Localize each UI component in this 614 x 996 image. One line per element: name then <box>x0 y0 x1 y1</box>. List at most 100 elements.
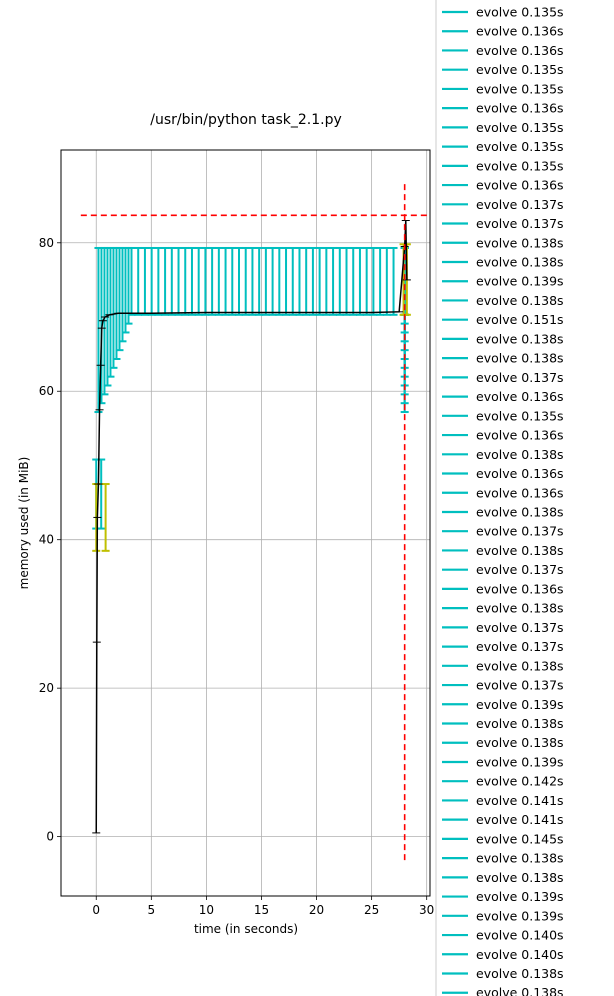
legend-item: evolve 0.140s <box>442 947 564 962</box>
memory-line <box>95 220 408 833</box>
legend-label: evolve 0.136s <box>476 178 564 193</box>
legend-label: evolve 0.135s <box>476 62 564 77</box>
peak-memory-marker <box>80 184 428 863</box>
x-tick-label: 0 <box>92 903 100 917</box>
legend-label: evolve 0.136s <box>476 43 564 58</box>
legend-item: evolve 0.145s <box>442 831 564 846</box>
legend-item: evolve 0.138s <box>442 735 564 750</box>
legend-label: evolve 0.136s <box>476 101 564 116</box>
legend-item: evolve 0.140s <box>442 928 564 943</box>
legend-label: evolve 0.137s <box>476 216 564 231</box>
legend-label: evolve 0.139s <box>476 889 564 904</box>
legend-item: evolve 0.138s <box>442 543 564 558</box>
legend-item: evolve 0.151s <box>442 312 564 327</box>
legend-item: evolve 0.138s <box>442 331 564 346</box>
y-tick-label: 0 <box>46 830 54 844</box>
legend-item: evolve 0.138s <box>442 658 564 673</box>
evolve-bracket <box>103 246 409 387</box>
legend-label: evolve 0.142s <box>476 774 564 789</box>
legend-item: evolve 0.138s <box>442 851 564 866</box>
legend-item: evolve 0.135s <box>442 158 564 173</box>
legend-label: evolve 0.138s <box>476 966 564 981</box>
legend-label: evolve 0.136s <box>476 485 564 500</box>
legend-item: evolve 0.136s <box>442 466 564 481</box>
legend-item: evolve 0.139s <box>442 908 564 923</box>
legend-item: evolve 0.136s <box>442 178 564 193</box>
legend-label: evolve 0.136s <box>476 389 564 404</box>
legend-label: evolve 0.137s <box>476 639 564 654</box>
legend-label: evolve 0.138s <box>476 658 564 673</box>
legend-label: evolve 0.135s <box>476 158 564 173</box>
evolve-bracket <box>355 246 409 316</box>
legend-label: evolve 0.136s <box>476 466 564 481</box>
legend-label: evolve 0.137s <box>476 370 564 385</box>
legend-label: evolve 0.138s <box>476 601 564 616</box>
legend-label: evolve 0.141s <box>476 812 564 827</box>
x-tick-label: 5 <box>148 903 156 917</box>
evolve-bracket <box>118 246 409 343</box>
legend-item: evolve 0.136s <box>442 389 564 404</box>
legend-label: evolve 0.138s <box>476 985 564 996</box>
legend-label: evolve 0.135s <box>476 120 564 135</box>
chart-title: /usr/bin/python task_2.1.py <box>150 112 342 128</box>
legend-item: evolve 0.137s <box>442 562 564 577</box>
legend-item: evolve 0.136s <box>442 428 564 443</box>
y-axis-label: memory used (in MiB) <box>17 457 31 590</box>
legend-label: evolve 0.138s <box>476 254 564 269</box>
legend-label: evolve 0.135s <box>476 408 564 423</box>
legend-item: evolve 0.138s <box>442 966 564 981</box>
legend-item: evolve 0.138s <box>442 504 564 519</box>
x-tick-label: 10 <box>199 903 214 917</box>
legend-item: evolve 0.138s <box>442 351 564 366</box>
evolve-bracket <box>322 246 409 316</box>
legend-item: evolve 0.142s <box>442 774 564 789</box>
legend-item: evolve 0.137s <box>442 524 564 539</box>
legend-label: evolve 0.151s <box>476 312 564 327</box>
legend-label: evolve 0.138s <box>476 716 564 731</box>
legend-label: evolve 0.140s <box>476 928 564 943</box>
x-tick-label: 25 <box>364 903 379 917</box>
legend-item: evolve 0.135s <box>442 5 564 20</box>
legend-label: evolve 0.138s <box>476 870 564 885</box>
legend-label: evolve 0.137s <box>476 620 564 635</box>
legend-label: evolve 0.140s <box>476 947 564 962</box>
legend-item: evolve 0.138s <box>442 293 564 308</box>
legend-label: evolve 0.139s <box>476 908 564 923</box>
legend-label: evolve 0.135s <box>476 81 564 96</box>
evolve-bracket <box>275 246 409 316</box>
legend-item: evolve 0.139s <box>442 754 564 769</box>
legend-item: evolve 0.135s <box>442 139 564 154</box>
legend-item: evolve 0.138s <box>442 447 564 462</box>
evolve-bracket <box>235 246 409 316</box>
axis-ticks: 0 5 10 15 20 25 30 0 20 40 60 80 <box>39 236 435 917</box>
legend-item: evolve 0.135s <box>442 62 564 77</box>
evolve-bracket <box>228 246 409 316</box>
legend-label: evolve 0.136s <box>476 428 564 443</box>
legend-item: evolve 0.136s <box>442 581 564 596</box>
x-tick-label: 15 <box>254 903 269 917</box>
legend-item: evolve 0.135s <box>442 81 564 96</box>
legend-label: evolve 0.138s <box>476 447 564 462</box>
x-tick-label: 30 <box>419 903 434 917</box>
plot-frame <box>60 149 431 897</box>
legend-label: evolve 0.138s <box>476 293 564 308</box>
legend-item: evolve 0.137s <box>442 620 564 635</box>
legend-item: evolve 0.137s <box>442 216 564 231</box>
evolve-bracket <box>115 246 409 352</box>
legend-item: evolve 0.138s <box>442 235 564 250</box>
legend-item: evolve 0.137s <box>442 370 564 385</box>
x-tick-label: 20 <box>309 903 324 917</box>
legend-item: evolve 0.138s <box>442 985 564 996</box>
legend: evolve 0.135s evolve 0.136s evolve 0.136s e… <box>435 0 614 996</box>
y-tick-label: 40 <box>39 533 54 547</box>
legend-item: evolve 0.139s <box>442 274 564 289</box>
evolve-bracket <box>255 246 409 316</box>
legend-label: evolve 0.138s <box>476 235 564 250</box>
y-tick-label: 60 <box>39 384 54 398</box>
memory-usage-line <box>92 220 411 834</box>
evolve-bracket <box>194 246 409 316</box>
legend-item: evolve 0.136s <box>442 485 564 500</box>
evolve-bracket <box>282 246 409 316</box>
legend-label: evolve 0.135s <box>476 139 564 154</box>
